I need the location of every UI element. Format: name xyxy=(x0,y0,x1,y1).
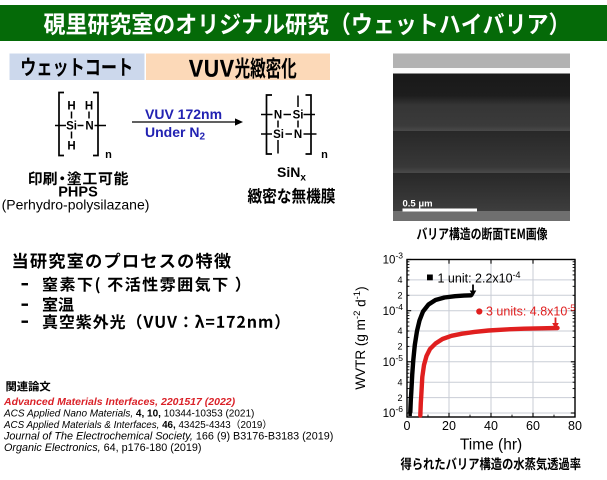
svg-text:Si: Si xyxy=(273,129,284,141)
svg-text:Si: Si xyxy=(66,121,77,133)
svg-text:H: H xyxy=(67,101,75,113)
svg-text:ACS Applied Materials & Interf: ACS Applied Materials & Interfaces, 46, … xyxy=(3,419,272,431)
svg-text:Journal of The Electrochemical: Journal of The Electrochemical Society, … xyxy=(3,431,333,443)
svg-text:40: 40 xyxy=(484,419,498,433)
svg-text:2: 2 xyxy=(397,393,402,403)
svg-text:4: 4 xyxy=(397,326,402,336)
svg-text:Advanced Materials Interfaces,: Advanced Materials Interfaces, 2201517 (… xyxy=(3,396,236,408)
svg-text:WVTR (g m-2 d-1): WVTR (g m-2 d-1) xyxy=(352,286,369,389)
svg-text:4: 4 xyxy=(397,377,402,387)
svg-text:10-6: 10-6 xyxy=(383,404,404,420)
svg-text:PHPS: PHPS xyxy=(58,185,98,201)
svg-text:2: 2 xyxy=(397,291,402,301)
svg-text:0: 0 xyxy=(404,419,411,433)
svg-text:N: N xyxy=(85,121,93,133)
svg-text:20: 20 xyxy=(442,419,456,433)
svg-text:Organic Electronics, 64, p176-: Organic Electronics, 64, p176-180 (2019) xyxy=(4,442,201,454)
svg-text:n: n xyxy=(105,149,112,161)
svg-text:VUV 172nm: VUV 172nm xyxy=(145,106,222,122)
svg-text:N: N xyxy=(294,129,302,141)
svg-text:(Perhydro-polysilazane): (Perhydro-polysilazane) xyxy=(2,197,150,213)
svg-text:2: 2 xyxy=(397,342,402,352)
svg-text:Time (hr): Time (hr) xyxy=(460,437,522,454)
svg-text:H: H xyxy=(67,141,75,153)
svg-text:ACS Applied Nano Materials, 4,: ACS Applied Nano Materials, 4, 10, 10344… xyxy=(3,409,254,420)
svg-text:4: 4 xyxy=(397,275,402,285)
svg-text:H: H xyxy=(85,101,93,113)
svg-text:80: 80 xyxy=(568,419,582,433)
svg-text:3 units: 4.8x10-5: 3 units: 4.8x10-5 xyxy=(486,303,575,319)
svg-text:10-5: 10-5 xyxy=(383,353,404,369)
svg-text:Under N2: Under N2 xyxy=(145,124,205,143)
svg-text:0.5 μm: 0.5 μm xyxy=(403,199,433,210)
svg-text:60: 60 xyxy=(526,419,540,433)
svg-text:10-3: 10-3 xyxy=(383,251,404,267)
svg-text:Si: Si xyxy=(293,110,304,122)
svg-text:1 unit: 2.2x10-4: 1 unit: 2.2x10-4 xyxy=(438,270,521,286)
svg-text:10-4: 10-4 xyxy=(383,302,404,318)
svg-text:N: N xyxy=(274,110,282,122)
svg-text:SiNx: SiNx xyxy=(277,164,306,184)
svg-text:n: n xyxy=(321,149,328,161)
